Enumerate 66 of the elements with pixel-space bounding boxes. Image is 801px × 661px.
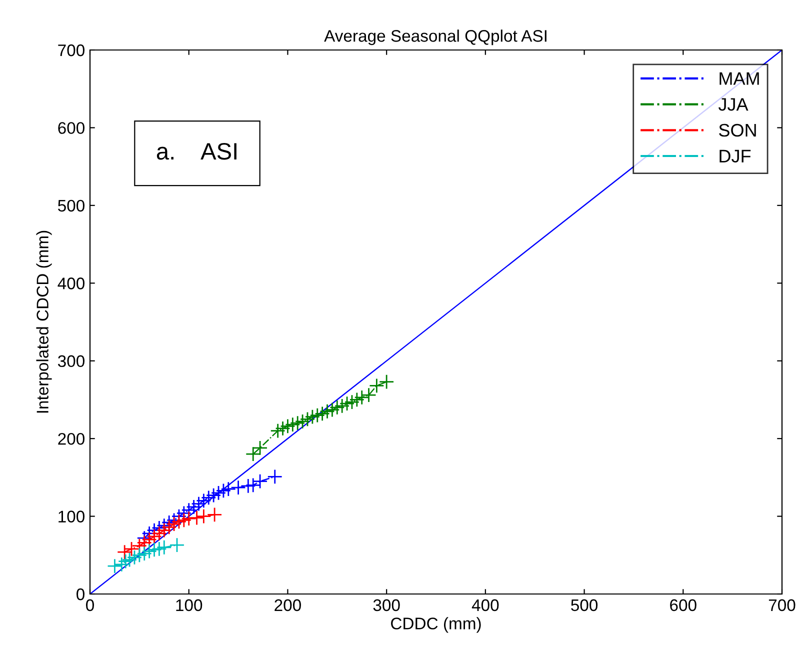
point xyxy=(310,408,326,423)
point xyxy=(156,540,172,556)
point xyxy=(142,544,157,559)
point xyxy=(354,390,370,406)
point xyxy=(334,398,350,414)
legend-label: JJA xyxy=(718,98,748,111)
y-tick-label: 500 xyxy=(58,200,84,212)
point xyxy=(330,400,345,416)
point xyxy=(189,510,204,526)
point xyxy=(169,537,185,553)
point xyxy=(181,510,196,526)
point xyxy=(344,394,360,410)
point xyxy=(320,404,335,420)
point xyxy=(275,420,290,436)
x-tick-label: 300 xyxy=(373,599,400,612)
x-tick-label: 600 xyxy=(670,599,696,612)
point xyxy=(176,512,192,528)
y-tick-label: 400 xyxy=(58,278,84,290)
y-tick-label: 300 xyxy=(58,355,84,368)
point xyxy=(152,541,167,557)
point xyxy=(267,469,282,484)
y-tick-label: 100 xyxy=(58,510,84,522)
y-tick-label: 600 xyxy=(58,122,84,134)
point xyxy=(294,414,310,430)
x-axis-title: CDDC (mm) xyxy=(391,617,481,633)
point xyxy=(136,546,152,562)
x-tick-label: 400 xyxy=(472,599,499,612)
point xyxy=(339,396,355,412)
point xyxy=(314,406,330,422)
point xyxy=(118,554,134,569)
point xyxy=(206,507,222,522)
point xyxy=(210,485,226,501)
y-tick-label: 0 xyxy=(76,588,84,600)
point xyxy=(216,483,232,498)
point xyxy=(270,423,286,438)
point xyxy=(280,418,296,434)
point xyxy=(126,550,142,566)
x-tick-label: 500 xyxy=(571,599,598,612)
point xyxy=(240,478,256,494)
point xyxy=(107,558,122,574)
point xyxy=(124,541,140,557)
x-tick-label: 200 xyxy=(274,599,301,612)
point xyxy=(349,392,365,408)
legend-label: MAM xyxy=(720,72,759,85)
point xyxy=(290,415,306,431)
point xyxy=(196,508,212,524)
y-tick-label: 700 xyxy=(58,44,84,56)
legend-label: SON xyxy=(719,124,756,137)
point xyxy=(146,542,162,558)
y-axis-title: Interpolated CDCD (mm) xyxy=(36,230,52,413)
point xyxy=(324,402,340,418)
point xyxy=(220,481,236,497)
point xyxy=(378,374,394,390)
point xyxy=(304,409,320,424)
x-tick-label: 0 xyxy=(86,599,94,612)
x-tick-label: 100 xyxy=(176,599,202,612)
point xyxy=(285,416,300,432)
x-tick-label: 700 xyxy=(768,599,796,612)
annotation: a. ASI xyxy=(156,142,236,160)
point xyxy=(132,548,148,563)
chart-title: Average Seasonal QQplot ASI xyxy=(324,30,546,46)
y-tick-label: 200 xyxy=(58,432,84,445)
point xyxy=(116,544,132,560)
point xyxy=(300,412,316,427)
point xyxy=(230,480,246,496)
legend-label: DJF xyxy=(720,150,751,163)
